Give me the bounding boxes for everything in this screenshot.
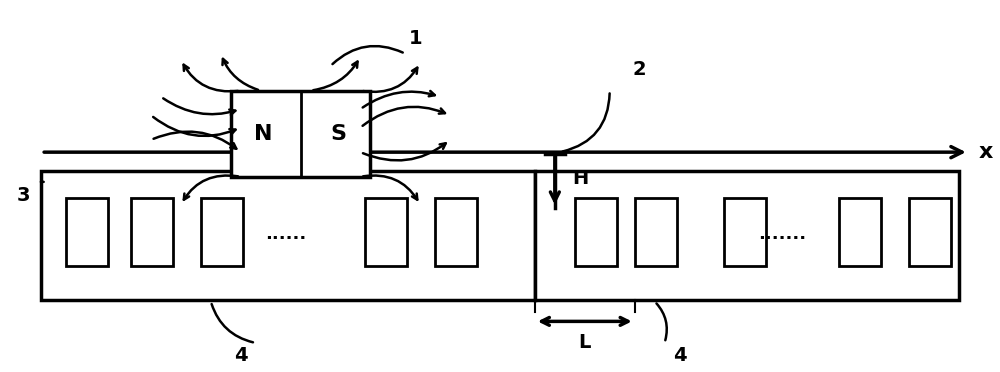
Text: 1: 1 (408, 29, 422, 48)
Text: x: x (979, 142, 993, 162)
Bar (365, 198, 407, 266)
Bar (575, 198, 617, 266)
Bar (535, 171, 959, 300)
Bar (435, 198, 477, 266)
Text: 4: 4 (234, 346, 248, 365)
Text: 4: 4 (673, 346, 686, 365)
Bar (635, 198, 677, 266)
Bar (131, 198, 173, 266)
Text: S: S (330, 124, 346, 144)
Text: H: H (572, 169, 588, 188)
Text: .......: ....... (758, 225, 806, 243)
Text: 2: 2 (633, 60, 646, 78)
Bar (724, 198, 766, 266)
Bar (41, 171, 535, 300)
Bar (66, 198, 108, 266)
Text: ......: ...... (265, 225, 306, 243)
Text: N: N (254, 124, 272, 144)
Bar (909, 198, 951, 266)
Text: L: L (579, 333, 591, 352)
Text: 3: 3 (17, 186, 30, 205)
Bar (231, 91, 370, 177)
Bar (839, 198, 881, 266)
Bar (201, 198, 243, 266)
